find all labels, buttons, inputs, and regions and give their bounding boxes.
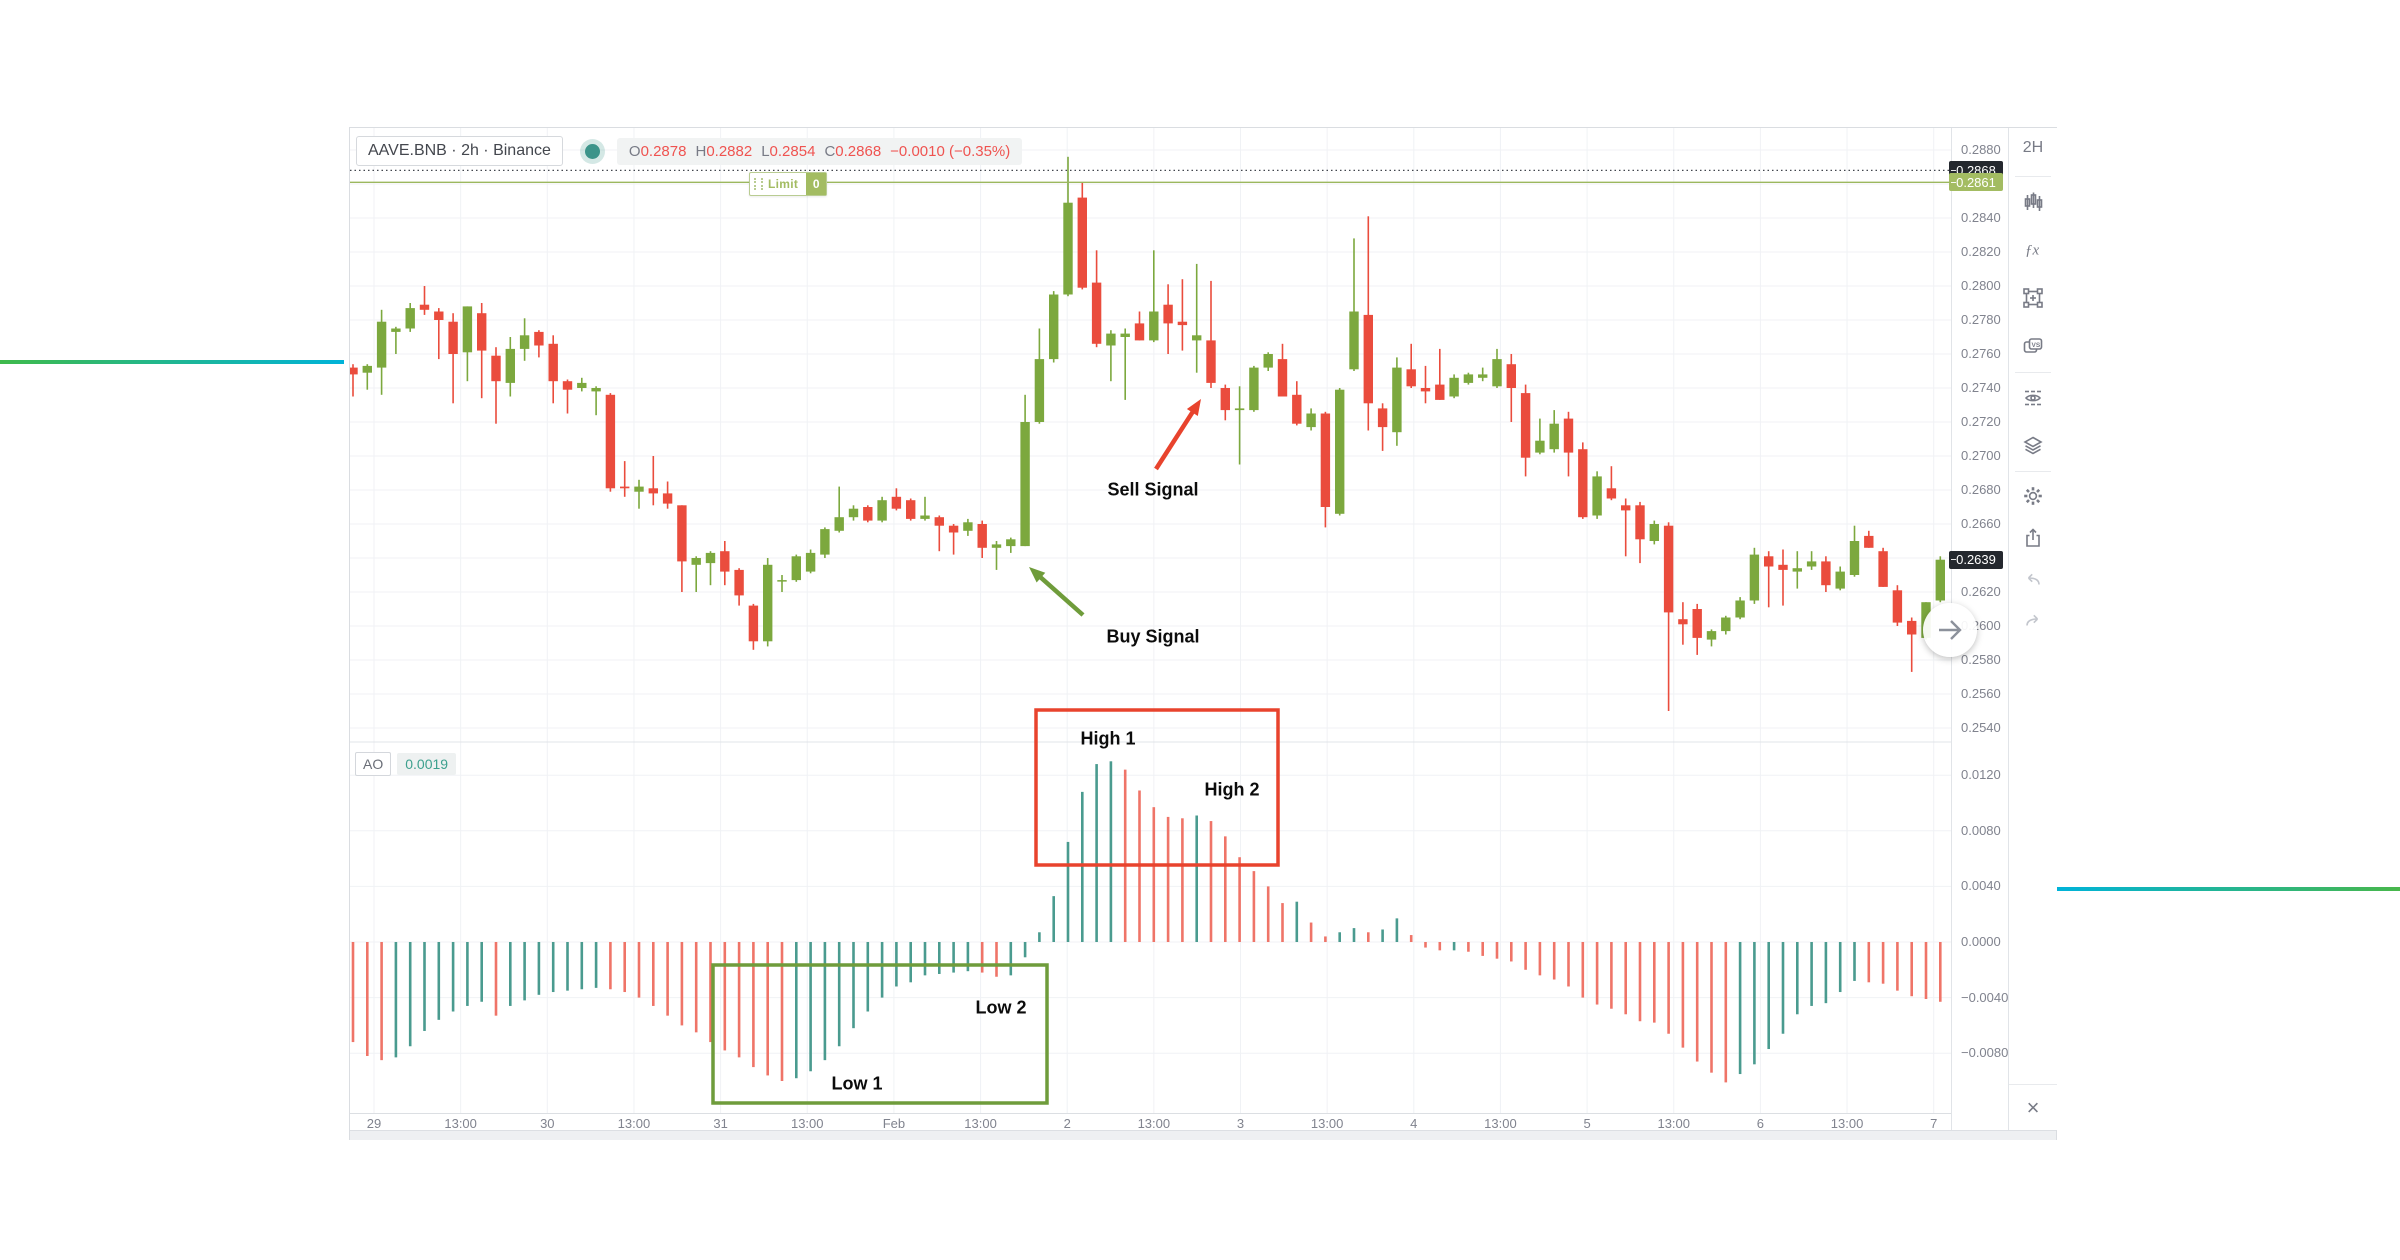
time-axis-label-minor: 13:00 (1310, 1116, 1344, 1131)
time-axis-label-day: 30 (540, 1116, 555, 1131)
toolbar-separator (2015, 176, 2051, 177)
undo-icon[interactable] (2022, 568, 2044, 590)
publish-icon[interactable] (2022, 527, 2044, 549)
svg-text:VS: VS (2032, 342, 2041, 349)
time-axis-label-day: 5 (1583, 1116, 1591, 1131)
price-axis-label: 0.2620 (1961, 584, 2001, 599)
symbol-title[interactable]: AAVE.BNB · 2h · Binance (356, 136, 563, 166)
time-axis-label-minor: 13:00 (617, 1116, 651, 1131)
time-axis-label-minor: 13:00 (790, 1116, 824, 1131)
price-axis[interactable]: 0.28800.28600.28400.28200.28000.27800.27… (1923, 128, 2009, 1130)
redo-icon[interactable] (2022, 609, 2044, 631)
decorative-gradient-line-right (2057, 887, 2400, 891)
price-axis-label: 0.2680 (1961, 482, 2001, 497)
time-axis-label-minor: 13:00 (1484, 1116, 1517, 1131)
time-axis-label-day: 6 (1756, 1116, 1764, 1131)
limit-order-pill[interactable]: Limit 0 (749, 172, 828, 196)
chart-style-icon[interactable] (2022, 191, 2044, 213)
indicator-template-icon[interactable] (2022, 287, 2044, 309)
chart-canvas[interactable] (350, 128, 1951, 1113)
indicators-icon[interactable]: ƒx (2022, 238, 2044, 260)
time-axis[interactable]: 29 13:00 30 13:00 31 13:00 Feb 13:00 2 13:00 3 13:0… (350, 1113, 1951, 1131)
tradingview-chart-widget: AAVE.BNB · 2h · Binance O0.2878 H0.2882 … (349, 127, 2057, 1140)
timeframe-label[interactable]: 2H (2022, 139, 2044, 156)
limit-price-badge: 0.2861 (1949, 173, 2003, 192)
ao-axis-label: −0.0040 (1961, 989, 2009, 1005)
chart-legend-row: AAVE.BNB · 2h · Binance O0.2878 H0.2882 … (356, 136, 1023, 166)
ao-histogram-layer (351, 761, 1942, 1083)
ao-axis-label: 0.0000 (1961, 934, 2001, 949)
price-axis-label: 0.2740 (1961, 380, 2001, 395)
ohlc-change: −0.0010 (−0.35%) (890, 142, 1011, 160)
time-axis-label-day: Feb (882, 1116, 906, 1131)
time-axis-label-day: 31 (713, 1116, 728, 1131)
toolbar-separator (2015, 372, 2051, 373)
time-axis-label-day: 2 (1063, 1116, 1071, 1131)
time-axis-label-day: 7 (1930, 1116, 1938, 1131)
time-axis-label-minor: 13:00 (1657, 1116, 1691, 1131)
indicator-name[interactable]: AO (355, 752, 392, 776)
decorative-gradient-line-left (0, 360, 344, 364)
time-axis-label-day: 4 (1410, 1116, 1418, 1131)
indicator-legend-row: AO 0.0019 (355, 752, 457, 776)
price-axis-label: 0.2880 (1961, 142, 2001, 157)
time-axis-label-minor: 13:00 (964, 1116, 997, 1131)
object-tree-icon[interactable] (2022, 435, 2044, 457)
limit-order-label: Limit (768, 177, 799, 191)
price-axis-label: 0.2720 (1961, 414, 2001, 429)
last-price-badge: 0.2639 (1949, 550, 2003, 569)
limit-order-quantity[interactable]: 0 (806, 173, 827, 195)
candles-layer (350, 156, 1945, 711)
ao-axis-label: 0.0040 (1961, 878, 2001, 894)
price-lines-layer (350, 169, 1951, 183)
drag-handle-icon (754, 178, 763, 190)
svg-text:ƒx: ƒx (2025, 243, 2040, 259)
ohlc-high: H0.2882 (695, 142, 753, 160)
time-axis-label-minor: 13:00 (1137, 1116, 1171, 1131)
compare-icon[interactable]: VS (2022, 335, 2044, 357)
ohlc-close: C0.2868 (824, 142, 882, 160)
price-axis-label: 0.2580 (1961, 652, 2001, 667)
close-box: × (2009, 1084, 2057, 1131)
price-axis-label: 0.2560 (1961, 686, 2001, 701)
right-toolbar: 2H ƒx VS × (2008, 128, 2057, 1130)
symbol-title-label: AAVE.BNB · 2h · Binance (368, 142, 551, 159)
widget-bottom-strip (350, 1130, 2056, 1140)
market-status-dot[interactable] (584, 143, 600, 159)
ohlc-readout: O0.2878 H0.2882 L0.2854 C0.2868 −0.0010 … (616, 137, 1023, 165)
time-axis-label-day: 29 (366, 1116, 382, 1131)
price-axis-label: 0.2840 (1961, 210, 2001, 225)
price-axis-label: 0.2780 (1961, 312, 2001, 327)
toolbar-separator (2015, 471, 2051, 472)
time-axis-label-day: 3 (1236, 1116, 1245, 1131)
price-axis-label: 0.2820 (1961, 244, 2001, 259)
ao-axis-label: −0.0080 (1961, 1045, 2009, 1061)
hide-marks-icon[interactable] (2022, 387, 2044, 409)
price-axis-label: 0.2800 (1961, 278, 2001, 293)
settings-icon[interactable] (2022, 485, 2044, 507)
indicator-value: 0.0019 (397, 753, 457, 775)
price-axis-label: 0.2660 (1961, 516, 2001, 531)
ao-axis-label: 0.0080 (1961, 822, 2001, 838)
time-axis-label-minor: 13:00 (1830, 1116, 1864, 1131)
time-axis-label-minor: 13:00 (444, 1116, 477, 1131)
ohlc-low: L0.2854 (761, 142, 816, 160)
price-axis-label: 0.2760 (1961, 346, 2001, 361)
price-axis-label: 0.2700 (1961, 448, 2001, 463)
annotations-layer (711, 399, 1280, 1105)
ohlc-open: O0.2878 (628, 142, 687, 160)
price-axis-label: 0.2540 (1961, 720, 2001, 735)
ao-axis-label: 0.0120 (1961, 767, 2001, 783)
close-icon[interactable]: × (2026, 1095, 2040, 1120)
scroll-to-realtime-button[interactable] (1923, 603, 1977, 657)
